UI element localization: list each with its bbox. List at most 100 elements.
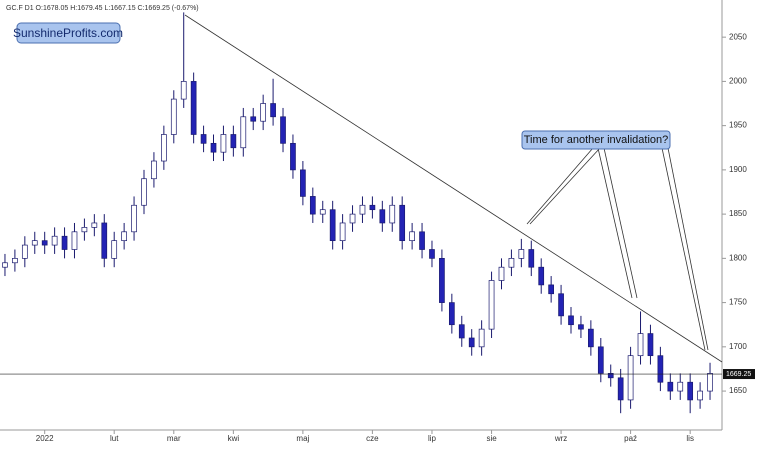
candle-body [230, 134, 237, 149]
candle-body [111, 240, 118, 259]
y-tick-label: 1900 [729, 165, 747, 174]
candle-body [41, 240, 48, 246]
candle-body [468, 337, 475, 348]
candle-body [51, 235, 58, 246]
candle-body [448, 302, 455, 326]
candle-body [141, 178, 147, 206]
candle-body [568, 315, 574, 326]
x-tick-label: lip [428, 434, 437, 443]
candle-body [538, 266, 545, 286]
y-tick-label: 1800 [729, 253, 747, 262]
annotation-box [521, 130, 671, 150]
candle-body [21, 244, 28, 259]
candle-body [597, 346, 604, 374]
candle-body [667, 381, 674, 392]
candle-body [627, 355, 634, 401]
candle-body [210, 142, 217, 153]
x-tick-label: 2022 [36, 434, 54, 443]
candle-body [300, 169, 306, 197]
candle-body [637, 333, 644, 357]
candle-body [250, 116, 257, 122]
candle-body [389, 204, 396, 224]
candle-body [12, 258, 18, 264]
x-tick-label: sie [486, 434, 497, 443]
candle-body [270, 103, 276, 118]
x-tick-label: wrz [554, 434, 567, 443]
candle-body [240, 116, 247, 149]
candle-body [309, 196, 316, 215]
candle-body [697, 390, 703, 401]
candle-body [280, 116, 286, 144]
candle-body [588, 328, 594, 348]
candle-body [339, 222, 346, 242]
candle-body [578, 324, 584, 330]
x-tick-label: kwi [228, 434, 240, 443]
candle-body [548, 284, 554, 295]
last-price-box [723, 369, 755, 380]
candle-body [518, 249, 525, 259]
y-tick-label: 1650 [729, 386, 747, 395]
candle-body [91, 222, 98, 228]
arrow [597, 147, 638, 299]
candle-body [31, 240, 38, 246]
candle-body [61, 235, 68, 250]
candle-body [677, 381, 684, 392]
x-tick-label: cze [366, 434, 379, 443]
candle-body [2, 262, 8, 268]
candle-body [707, 373, 713, 392]
candle-body [319, 209, 326, 215]
candle-body [478, 328, 485, 348]
candle-body [190, 81, 197, 135]
candle-body [607, 373, 614, 379]
candle-body [647, 333, 654, 357]
candle-body [359, 204, 366, 215]
annotation: Time for another invalidation? [524, 134, 669, 146]
candle-body [498, 266, 505, 281]
candle-body [419, 231, 425, 250]
y-tick-label: 1950 [729, 121, 747, 130]
last-price-label: 1669.25 [726, 371, 751, 378]
candle-body [558, 293, 564, 317]
candle-body [349, 213, 356, 224]
candle-body [409, 231, 415, 242]
candle-body [220, 134, 227, 153]
arrow [526, 147, 601, 225]
candle-body [101, 222, 108, 259]
candles [2, 12, 713, 414]
y-tick-label: 2000 [729, 77, 747, 86]
annotation-arrows [526, 147, 709, 351]
candle-body [200, 134, 207, 144]
candle-body [657, 355, 664, 383]
candle-body [617, 377, 624, 401]
candle-body [151, 160, 157, 180]
badge: SunshineProfits.com [13, 26, 123, 40]
candle-body [458, 324, 465, 339]
x-tick-label: paź [624, 434, 637, 443]
candle-body [369, 204, 376, 211]
candle-body [260, 103, 267, 122]
x-tick-label: mar [167, 434, 181, 443]
candle-body [121, 231, 127, 242]
candle-body [528, 249, 535, 268]
trend-line [184, 14, 723, 363]
candle-body [508, 258, 515, 268]
candle-body [488, 280, 495, 330]
chart-title: GC.F D1 O:1678.05 H:1679.45 L:1667.15 C:… [6, 5, 199, 12]
y-tick-label: 1750 [729, 298, 747, 307]
candle-body [429, 249, 435, 259]
candle-body [180, 81, 187, 100]
candle-body [379, 209, 386, 224]
candle-body [161, 134, 167, 162]
candle-body [329, 209, 336, 242]
candle-body [131, 204, 137, 233]
badge-box [16, 22, 121, 44]
y-tick-label: 1850 [729, 209, 747, 218]
x-tick-label: maj [296, 434, 309, 443]
x-tick-label: lut [110, 434, 119, 443]
candle-body [439, 258, 445, 303]
candle-body [81, 227, 88, 233]
y-tick-label: 2050 [729, 32, 747, 41]
candle-body [290, 142, 296, 171]
